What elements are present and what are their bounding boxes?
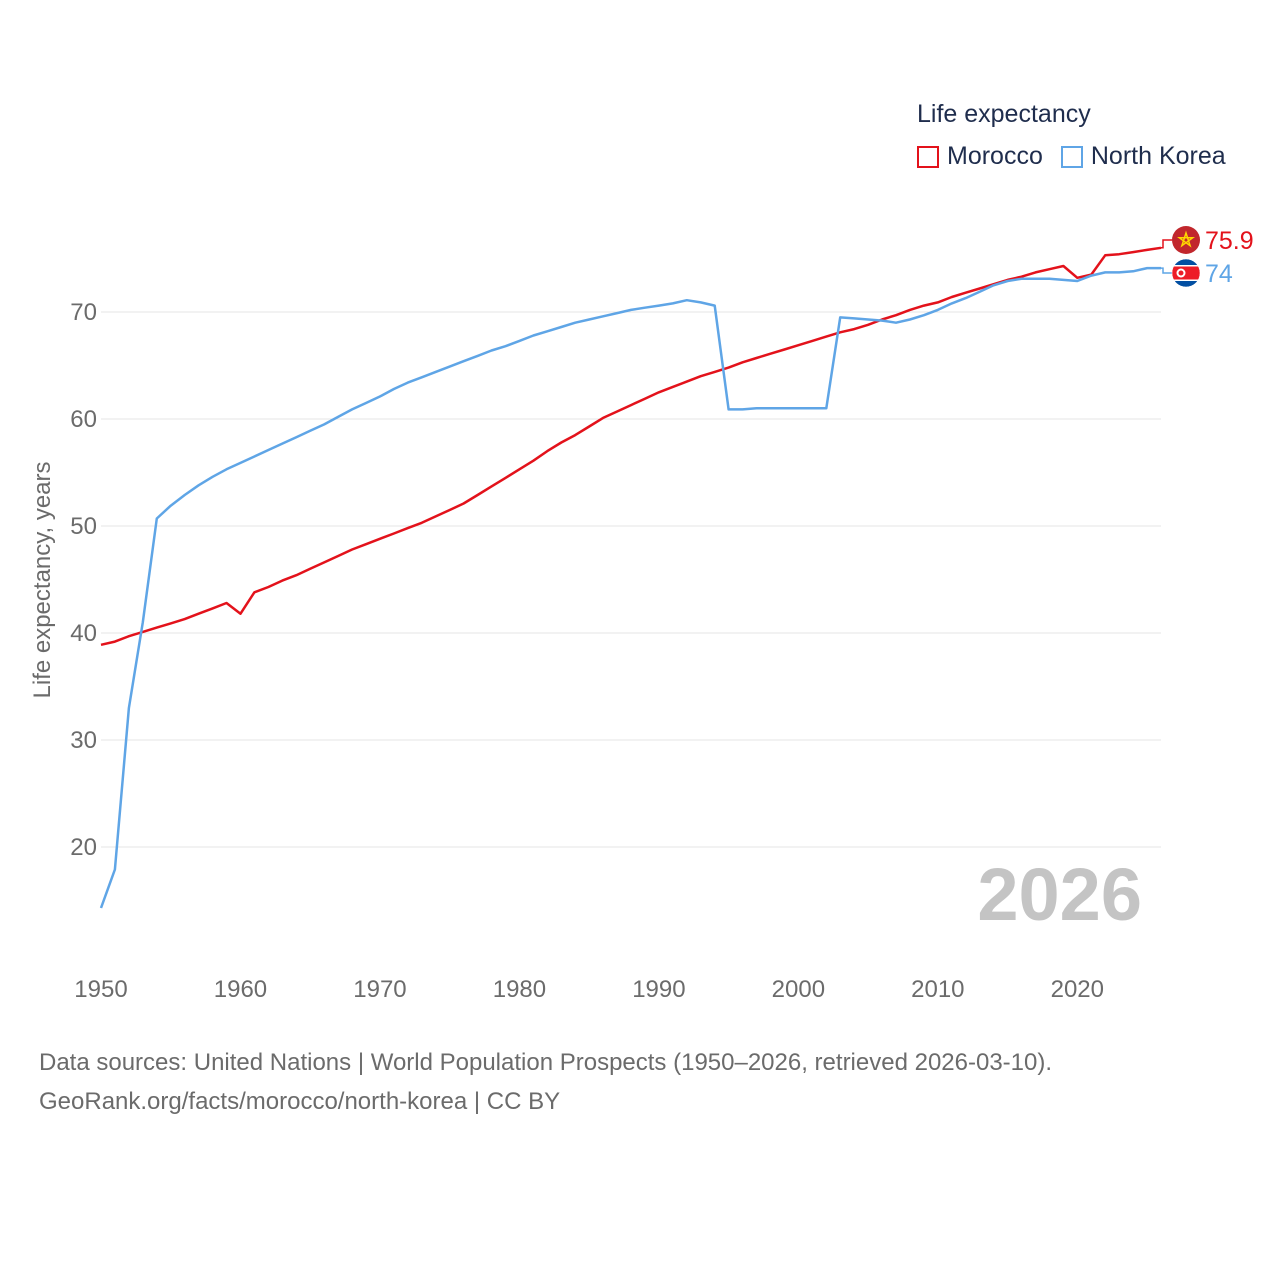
end-value-label: 75.9: [1205, 227, 1254, 255]
y-tick-label: 20: [70, 834, 97, 861]
legend-title: Life expectancy: [917, 100, 1091, 128]
legend: Morocco North Korea: [917, 142, 1244, 171]
x-tick-label: 2020: [1051, 976, 1104, 1003]
gridlines: [101, 311, 1161, 848]
sources-line-1: Data sources: United Nations | World Pop…: [39, 1049, 1053, 1076]
legend-item-morocco[interactable]: Morocco: [917, 142, 1043, 171]
y-tick-label: 70: [70, 299, 97, 326]
series-lines: [99, 246, 1162, 909]
y-axis-ticks: 20 30 40 50 60 70: [70, 299, 97, 861]
legend-item-north-korea[interactable]: North Korea: [1060, 142, 1226, 171]
x-tick-label: 1970: [353, 976, 406, 1003]
x-tick-label: 1990: [632, 976, 685, 1003]
x-tick-label: 1980: [493, 976, 546, 1003]
y-tick-label: 50: [70, 513, 97, 540]
legend-label-morocco: Morocco: [947, 142, 1043, 170]
series-line-morocco: [100, 246, 1162, 647]
y-tick-label: 30: [70, 727, 97, 754]
end-connector: [1161, 239, 1172, 249]
x-tick-label: 1950: [74, 976, 127, 1003]
y-tick-label: 60: [70, 406, 97, 433]
legend-label-north-korea: North Korea: [1090, 142, 1226, 170]
morocco-flag-icon: [1172, 226, 1200, 254]
x-tick-label: 1960: [214, 976, 267, 1003]
north-korea-flag-icon: [1171, 258, 1201, 288]
x-tick-label: 2010: [911, 976, 964, 1003]
x-tick-label: 2000: [772, 976, 825, 1003]
end-value-label: 74: [1205, 260, 1233, 288]
legend-swatch-north-korea: [1060, 145, 1083, 168]
series-line-north-korea: [99, 266, 1161, 909]
end-connector: [1161, 267, 1172, 274]
data-sources: Data sources: United Nations | World Pop…: [39, 1043, 1052, 1121]
y-axis-label: Life expectancy, years: [29, 461, 56, 698]
year-watermark: 2026: [977, 853, 1142, 936]
x-axis-ticks: 1950 1960 1970 1980 1990 2000 2010 2020: [74, 976, 1104, 1003]
end-labels: 75.9 74: [1161, 226, 1254, 288]
y-tick-label: 40: [70, 620, 97, 647]
legend-swatch-morocco: [917, 145, 939, 168]
sources-line-2: GeoRank.org/facts/morocco/north-korea | …: [39, 1088, 561, 1115]
